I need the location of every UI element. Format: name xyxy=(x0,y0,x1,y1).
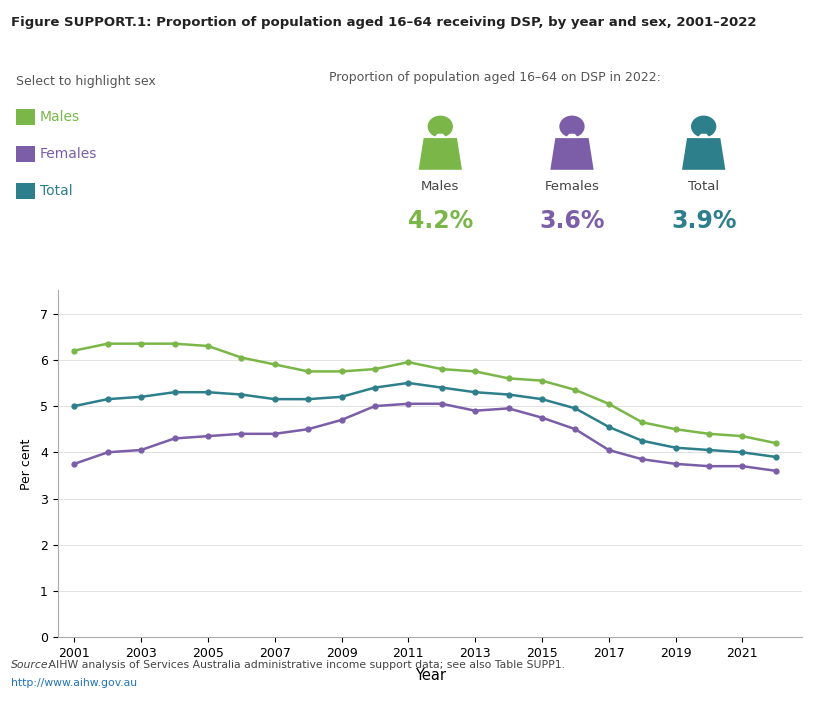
X-axis label: Year: Year xyxy=(415,669,445,684)
Text: 3.9%: 3.9% xyxy=(671,209,737,233)
Y-axis label: Per cent: Per cent xyxy=(20,438,33,490)
Polygon shape xyxy=(565,134,579,138)
Text: Males: Males xyxy=(40,110,80,124)
Text: Females: Females xyxy=(545,180,599,193)
Text: http://www.aihw.gov.au: http://www.aihw.gov.au xyxy=(11,678,137,688)
Text: 4.2%: 4.2% xyxy=(407,209,473,233)
Text: Males: Males xyxy=(421,180,459,193)
Polygon shape xyxy=(682,138,725,169)
Polygon shape xyxy=(697,134,710,138)
Text: DSP recipients: DSP recipients xyxy=(361,268,499,286)
Circle shape xyxy=(691,115,716,137)
Polygon shape xyxy=(419,138,462,169)
Text: Total: Total xyxy=(688,180,719,193)
Text: Select to highlight sex: Select to highlight sex xyxy=(16,75,156,88)
Polygon shape xyxy=(434,134,447,138)
Text: Source:: Source: xyxy=(11,660,52,670)
Polygon shape xyxy=(551,138,593,169)
Text: Proportion of population aged 16–64 on DSP in 2022:: Proportion of population aged 16–64 on D… xyxy=(329,71,661,84)
Text: Figure SUPPORT.1: Proportion of population aged 16–64 receiving DSP, by year and: Figure SUPPORT.1: Proportion of populati… xyxy=(11,16,756,28)
Circle shape xyxy=(428,115,453,137)
Circle shape xyxy=(560,115,584,137)
Text: Total: Total xyxy=(40,184,72,198)
Text: Females: Females xyxy=(40,147,97,161)
Text: 3.6%: 3.6% xyxy=(539,209,605,233)
Text: AIHW analysis of Services Australia administrative income support data; see also: AIHW analysis of Services Australia admi… xyxy=(45,660,565,670)
